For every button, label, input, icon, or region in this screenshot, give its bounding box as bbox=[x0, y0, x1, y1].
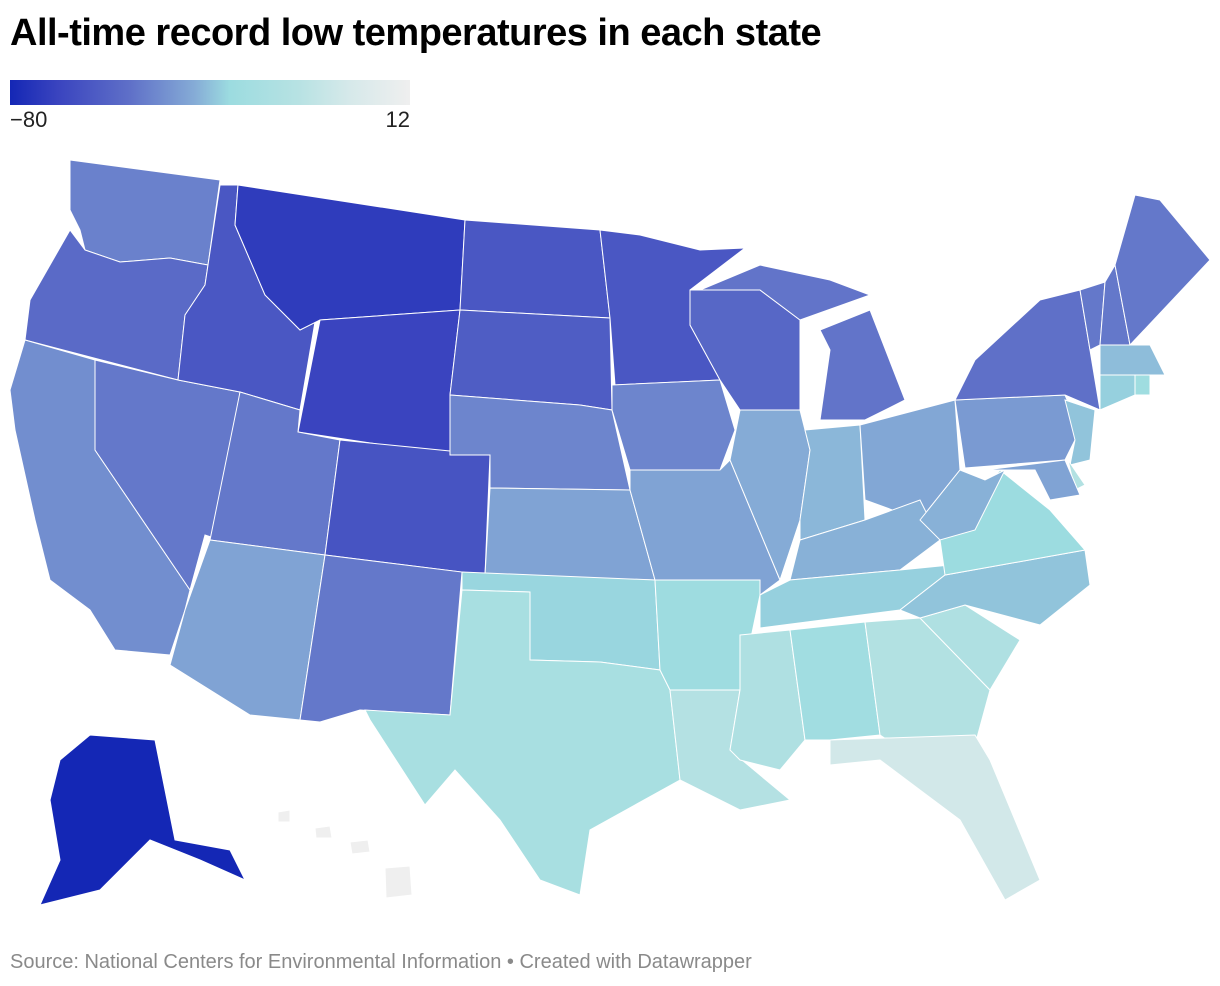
state-shape-hi[interactable] bbox=[277, 809, 291, 823]
state-ma[interactable] bbox=[1099, 344, 1166, 376]
state-md[interactable] bbox=[984, 459, 1081, 501]
state-shape-nm[interactable] bbox=[299, 554, 463, 723]
state-ct[interactable] bbox=[1099, 374, 1136, 411]
state-shape-wy[interactable] bbox=[297, 309, 461, 456]
state-shape-hi[interactable] bbox=[349, 839, 371, 855]
state-shape-mi[interactable] bbox=[819, 309, 906, 421]
legend-gradient bbox=[10, 80, 410, 105]
state-shape-co[interactable] bbox=[324, 439, 491, 576]
legend-max-label: 12 bbox=[385, 107, 410, 132]
legend-min-label: −80 bbox=[10, 107, 48, 132]
state-shape-fl[interactable] bbox=[829, 734, 1041, 901]
state-nm[interactable] bbox=[299, 554, 463, 723]
state-nd[interactable] bbox=[459, 219, 611, 319]
state-shape-ma[interactable] bbox=[1099, 344, 1166, 376]
state-shape-al[interactable] bbox=[789, 621, 881, 741]
state-nj[interactable] bbox=[1064, 399, 1096, 466]
state-shape-md[interactable] bbox=[984, 459, 1081, 501]
state-shape-me[interactable] bbox=[1114, 194, 1211, 347]
state-shape-nd[interactable] bbox=[459, 219, 611, 319]
state-fl[interactable] bbox=[829, 734, 1041, 901]
state-ia[interactable] bbox=[611, 379, 736, 471]
state-shape-ak[interactable] bbox=[39, 734, 247, 906]
state-shape-ri[interactable] bbox=[1134, 374, 1151, 396]
state-shape-ks[interactable] bbox=[484, 487, 656, 581]
state-me[interactable] bbox=[1114, 194, 1211, 347]
state-shape-nj[interactable] bbox=[1064, 399, 1096, 466]
state-ak[interactable] bbox=[39, 734, 247, 906]
state-shape-pa[interactable] bbox=[954, 394, 1081, 469]
state-shape-mi[interactable] bbox=[699, 264, 872, 321]
color-legend: −80 12 bbox=[10, 80, 410, 133]
state-ks[interactable] bbox=[484, 487, 656, 581]
state-shape-sd[interactable] bbox=[449, 309, 613, 411]
us-map bbox=[9, 159, 1211, 906]
state-pa[interactable] bbox=[954, 394, 1081, 469]
state-shape-tx[interactable] bbox=[364, 589, 681, 896]
credit-link[interactable]: Created with Datawrapper bbox=[519, 951, 752, 973]
source-text: Source: National Centers for Environment… bbox=[10, 951, 502, 973]
state-shape-hi[interactable] bbox=[384, 865, 413, 899]
state-shape-wa[interactable] bbox=[69, 159, 221, 266]
state-shape-ny[interactable] bbox=[954, 289, 1101, 411]
footer: Source: National Centers for Environment… bbox=[10, 951, 752, 974]
state-wy[interactable] bbox=[297, 309, 461, 456]
state-wa[interactable] bbox=[69, 159, 221, 266]
state-sd[interactable] bbox=[449, 309, 613, 411]
separator: • bbox=[501, 951, 520, 973]
chart-title: All-time record low temperatures in each… bbox=[10, 12, 822, 54]
state-mi[interactable] bbox=[699, 264, 906, 421]
state-co[interactable] bbox=[324, 439, 491, 576]
state-al[interactable] bbox=[789, 621, 881, 741]
state-shape-ct[interactable] bbox=[1099, 374, 1136, 411]
state-tx[interactable] bbox=[364, 589, 681, 896]
state-ny[interactable] bbox=[954, 289, 1101, 411]
state-ri[interactable] bbox=[1134, 374, 1151, 396]
state-shape-hi[interactable] bbox=[314, 825, 333, 839]
state-shape-ia[interactable] bbox=[611, 379, 736, 471]
state-hi[interactable] bbox=[277, 809, 413, 899]
